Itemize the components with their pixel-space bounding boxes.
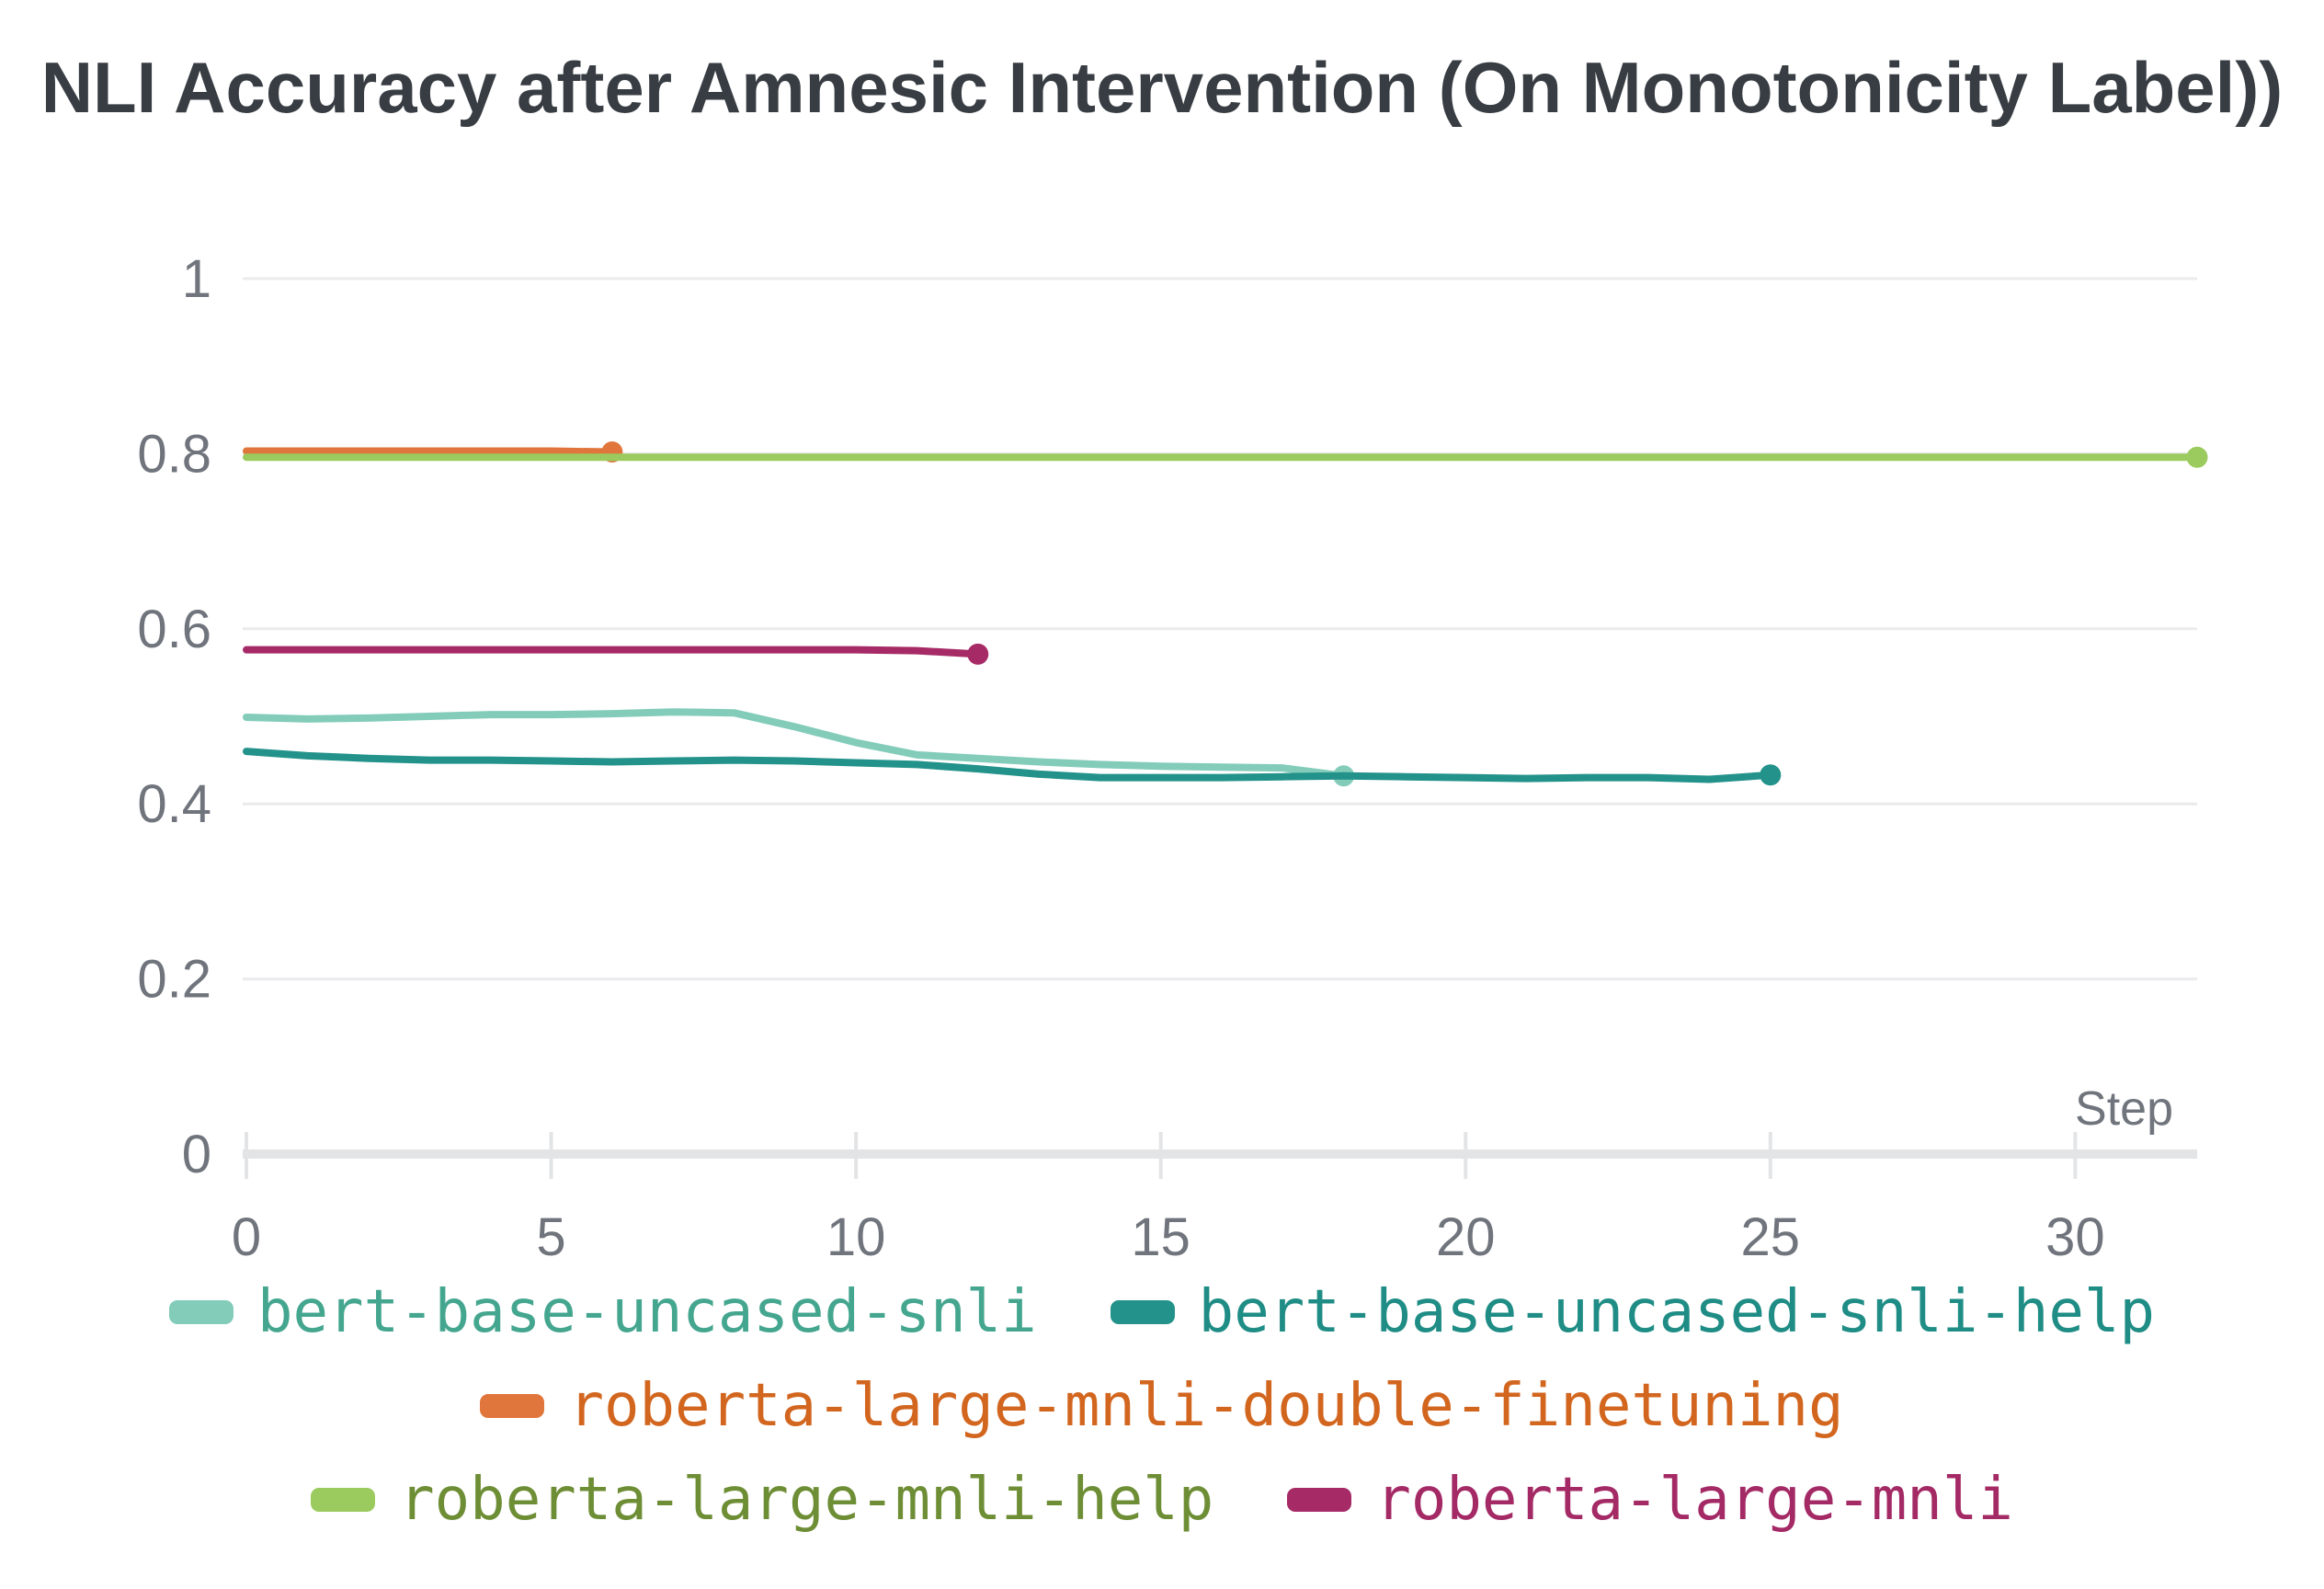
series-line-bert-base-uncased-snli: [243, 708, 1348, 780]
y-tick-label: 0.6: [137, 600, 211, 659]
y-tick-label: 0.8: [137, 424, 211, 484]
legend-item-bert-base-uncased-snli[interactable]: bert-base-uncased-snli: [168, 1272, 1037, 1353]
legend-item-bert-base-uncased-snli-help[interactable]: bert-base-uncased-snli-help: [1110, 1272, 2156, 1353]
legend-swatch-icon: [1110, 1300, 1175, 1324]
legend-label: roberta-large-mnli: [1375, 1466, 2013, 1534]
x-tick-label: 25: [1741, 1207, 1801, 1267]
series-line-bert-base-uncased-snli-help: [243, 748, 1774, 783]
legend-swatch-icon: [480, 1394, 545, 1418]
x-tick-label: 15: [1131, 1207, 1190, 1267]
legend-item-roberta-large-mnli-double-finetuning[interactable]: roberta-large-mnli-double-finetuning: [480, 1366, 1844, 1446]
legend-label: roberta-large-mnli-double-finetuning: [568, 1372, 1844, 1440]
legend-item-roberta-large-mnli[interactable]: roberta-large-mnli: [1287, 1459, 2013, 1540]
series-endpoint-bert-base-uncased-snli-help: [1760, 764, 1782, 786]
legend-row: roberta-large-mnli-double-finetuning: [480, 1366, 1844, 1446]
series-endpoint-roberta-large-mnli: [967, 643, 989, 665]
x-tick-label: 20: [1436, 1207, 1496, 1267]
legend-swatch-icon: [1287, 1488, 1352, 1512]
x-tick-label: 10: [826, 1207, 886, 1267]
legend-swatch-icon: [311, 1488, 376, 1512]
series-line-roberta-large-mnli: [243, 646, 982, 658]
legend: bert-base-uncased-snli bert-base-uncased-…: [0, 1272, 2324, 1540]
y-tick-label: 1: [182, 249, 211, 309]
legend-label: bert-base-uncased-snli: [256, 1278, 1037, 1346]
legend-label: roberta-large-mnli-help: [399, 1466, 1214, 1534]
legend-swatch-icon: [168, 1300, 234, 1324]
series-endpoint-roberta-large-mnli-help: [2186, 446, 2208, 468]
chart-title: NLI Accuracy after Amnesic Intervention …: [40, 47, 2284, 128]
y-tick-label: 0: [182, 1125, 211, 1184]
legend-label: bert-base-uncased-snli-help: [1198, 1278, 2156, 1346]
x-tick-label: 30: [2045, 1207, 2105, 1267]
y-tick-label: 0.4: [137, 774, 211, 834]
x-axis-title: Step: [2075, 1082, 2173, 1136]
legend-row: bert-base-uncased-snli bert-base-uncased-…: [168, 1272, 2156, 1353]
x-tick-label: 0: [232, 1207, 261, 1267]
legend-item-roberta-large-mnli-help[interactable]: roberta-large-mnli-help: [311, 1459, 1213, 1540]
x-tick-label: 5: [536, 1207, 565, 1267]
legend-row: roberta-large-mnli-help roberta-large-mnl…: [311, 1459, 2013, 1540]
y-tick-label: 0.2: [137, 950, 211, 1010]
